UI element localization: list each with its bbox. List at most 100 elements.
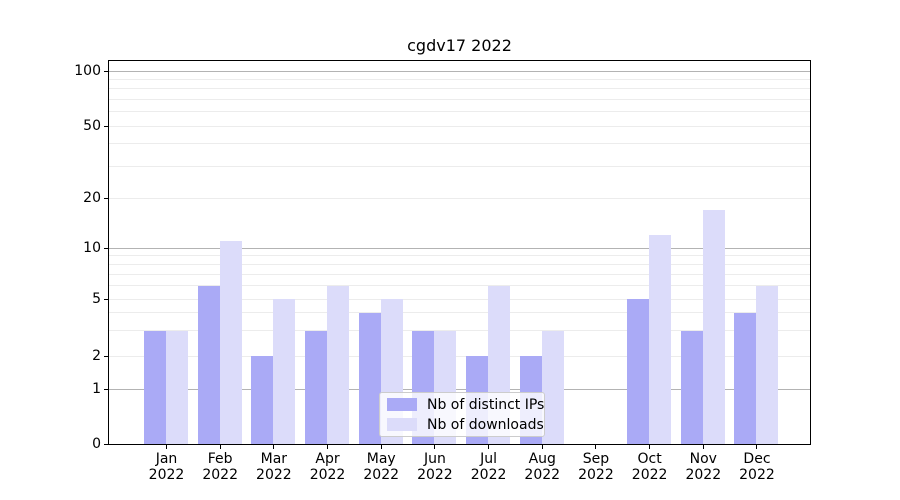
legend-swatch-distinct-ips [387, 398, 417, 411]
y-tick-label: 2 [92, 348, 101, 364]
y-gridline-minor [109, 98, 810, 100]
x-tick-label-dec: Dec 2022 [721, 451, 793, 483]
x-tick-year: 2022 [631, 467, 668, 483]
x-tick-year: 2022 [417, 467, 453, 483]
bar-downloads-nov [702, 209, 725, 444]
bar-downloads-apr [327, 285, 350, 444]
bar-ips-apr [305, 330, 328, 444]
x-tick-label-oct: Oct 2022 [614, 451, 686, 483]
x-tick-month: Nov [689, 451, 717, 467]
bar-downloads-jan [166, 330, 188, 444]
bar-ips-nov [680, 330, 703, 444]
x-tick-mark [649, 445, 651, 449]
x-tick-mark [595, 445, 597, 449]
x-tick-month: Sep [582, 451, 610, 467]
x-tick-label-may: May 2022 [345, 451, 417, 483]
y-tick-mark [104, 70, 108, 72]
y-gridline-major [109, 70, 810, 72]
y-gridline-minor [109, 312, 810, 314]
x-tick-mark [702, 445, 704, 449]
x-tick-mark [166, 445, 167, 449]
x-tick-year: 2022 [202, 467, 238, 483]
y-tick-mark [104, 388, 108, 390]
x-tick-month: Apr [315, 451, 340, 467]
x-tick-label-feb: Feb 2022 [184, 451, 256, 483]
x-tick-month: Oct [637, 451, 662, 467]
x-tick-year: 2022 [739, 467, 775, 483]
x-tick-mark [488, 445, 490, 449]
plot-area [108, 60, 811, 445]
y-gridline-major [109, 388, 810, 390]
y-tick-label: 5 [92, 291, 101, 307]
bar-ips-jan [144, 330, 166, 444]
y-tick-mark [104, 355, 108, 357]
x-tick-label-apr: Apr 2022 [292, 451, 364, 483]
y-tick-label: 100 [74, 63, 101, 79]
x-tick-month: Aug [528, 451, 556, 467]
x-tick-mark [219, 445, 221, 449]
bar-downloads-dec [756, 285, 779, 444]
x-tick-label-mar: Mar 2022 [238, 451, 310, 483]
x-tick-label-sep: Sep 2022 [560, 451, 632, 483]
bar-ips-may [358, 312, 381, 444]
chart-title: cgdv17 2022 [407, 36, 512, 55]
x-tick-mark [273, 445, 275, 449]
x-tick-year: 2022 [363, 467, 400, 483]
bar-ips-dec [734, 312, 757, 444]
y-gridline-major [109, 247, 810, 249]
x-tick-year: 2022 [148, 467, 185, 483]
x-tick-year: 2022 [470, 467, 507, 483]
y-gridline-minor [109, 111, 810, 113]
x-tick-month: Jun [423, 451, 446, 467]
bar-ips-feb [197, 285, 220, 444]
bar-downloads-mar [273, 299, 296, 444]
y-gridline-minor [109, 255, 810, 257]
y-gridline-minor [109, 125, 810, 127]
x-tick-mark [541, 445, 543, 449]
x-tick-month: Mar [260, 451, 288, 467]
bar-ips-oct [627, 299, 650, 444]
y-tick-mark [104, 298, 108, 300]
legend-swatch-downloads [387, 418, 417, 431]
y-gridline-minor [109, 263, 810, 265]
y-tick-mark [104, 125, 108, 127]
y-gridline-minor [109, 78, 810, 80]
x-tick-mark [380, 445, 382, 449]
y-gridline-minor [109, 88, 810, 90]
y-tick-label: 0 [92, 436, 101, 452]
bar-downloads-oct [649, 234, 672, 444]
x-tick-month: Jan [155, 451, 178, 467]
bar-downloads-aug [541, 330, 564, 444]
legend-label-distinct-ips: Nb of distinct IPs [427, 396, 545, 413]
x-tick-year: 2022 [685, 467, 722, 483]
x-tick-label-jul: Jul 2022 [453, 451, 525, 483]
y-gridline-minor [109, 165, 810, 167]
x-tick-month: Feb [207, 451, 233, 467]
y-tick-mark [104, 197, 108, 199]
y-gridline-minor [109, 197, 810, 199]
x-tick-year: 2022 [578, 467, 614, 483]
y-gridline-minor [109, 330, 810, 332]
bar-ips-mar [251, 356, 274, 444]
bar-downloads-feb [219, 241, 242, 444]
y-tick-label: 20 [83, 190, 101, 206]
y-gridline-minor [109, 285, 810, 287]
x-tick-year: 2022 [256, 467, 292, 483]
y-tick-label: 50 [83, 118, 101, 134]
x-tick-month: Jul [480, 451, 498, 467]
y-tick-mark [104, 247, 108, 249]
y-tick-label: 1 [92, 381, 101, 397]
legend-label-downloads: Nb of downloads [427, 416, 544, 433]
legend-box: Nb of distinct IPs Nb of downloads [379, 392, 545, 437]
x-tick-mark [327, 445, 329, 449]
x-tick-label-aug: Aug 2022 [506, 451, 578, 483]
y-gridline-minor [109, 273, 810, 275]
y-gridline-minor [109, 143, 810, 145]
x-tick-year: 2022 [524, 467, 561, 483]
x-tick-month: Dec [743, 451, 771, 467]
x-tick-label-jun: Jun 2022 [399, 451, 471, 483]
x-tick-year: 2022 [309, 467, 346, 483]
y-tick-mark [104, 443, 108, 445]
y-gridline-minor [109, 298, 810, 300]
